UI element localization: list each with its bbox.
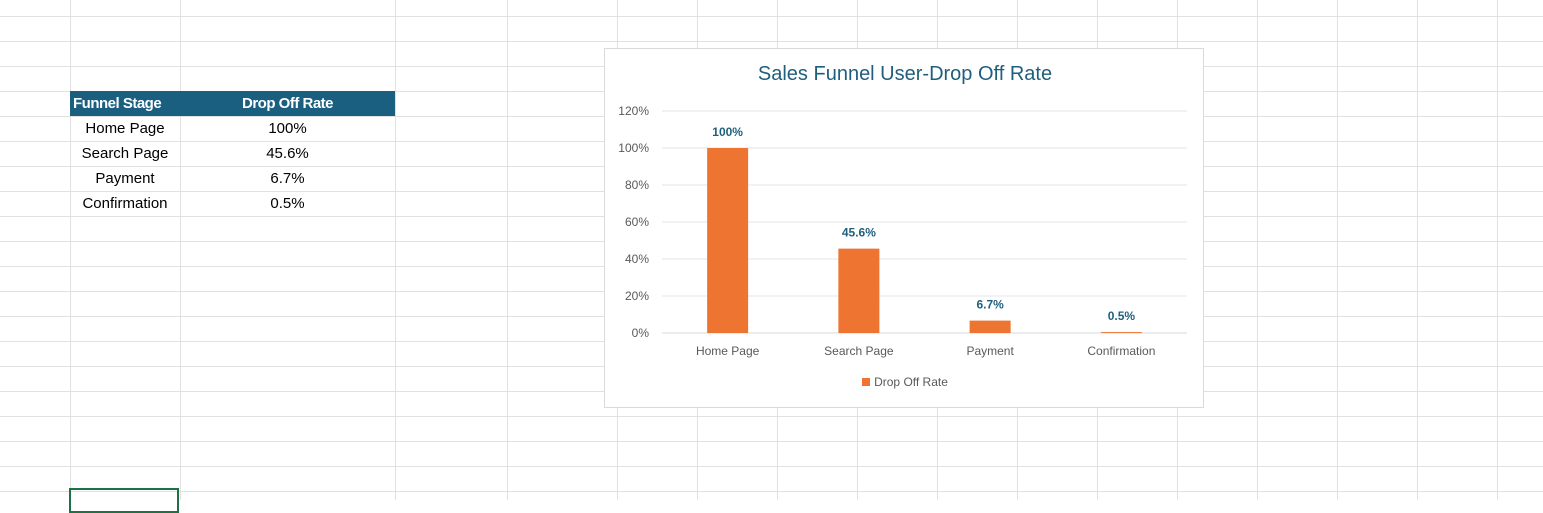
data-label: 6.7% [976,298,1004,312]
x-tick-label: Search Page [824,344,894,358]
bar-chart: 0% 20% 40% 60% 80% 100% 120% 100% Home Page 45.6%… [618,104,1187,358]
chart-container[interactable]: Sales Funnel User-Drop Off Rate 0% 20% 40%… [604,48,1204,408]
legend-label: Drop Off Rate [874,375,948,389]
legend-swatch [862,378,871,386]
y-tick-label: 100% [618,141,649,155]
cell-rate-home-page[interactable]: 100% [268,120,307,137]
bar[interactable] [707,148,749,333]
x-tick-label: Payment [966,344,1014,358]
data-label: 45.6% [842,226,876,240]
x-tick-label: Confirmation [1087,344,1155,358]
cell-stage-home-page[interactable]: Home Page [85,120,165,137]
chart-title[interactable]: Sales Funnel User-Drop Off Rate [757,63,1053,85]
selected-cell-cursor[interactable] [69,488,179,513]
header-drop-off-rate[interactable]: Drop Off Rate [180,91,395,116]
cell-rate-payment[interactable]: 6.7% [270,170,305,187]
y-tick-label: 80% [625,178,649,192]
x-tick-label: Home Page [696,344,760,358]
y-tick-label: 40% [625,252,649,266]
cell-stage-search-page[interactable]: Search Page [81,145,169,162]
cell-rate-search-page[interactable]: 45.6% [266,145,309,162]
y-tick-label: 120% [618,104,649,118]
y-tick-label: 20% [625,289,649,303]
bar[interactable] [969,320,1011,333]
data-label: 100% [712,125,743,139]
cell-stage-confirmation[interactable]: Confirmation [82,195,168,212]
y-tick-label: 0% [632,326,650,340]
bar[interactable] [838,248,880,333]
header-funnel-stage[interactable]: Funnel Stage [70,91,180,116]
cell-rate-confirmation[interactable]: 0.5% [270,195,305,212]
y-tick-label: 60% [625,215,649,229]
cell-stage-payment[interactable]: Payment [95,170,155,187]
data-label: 0.5% [1108,309,1136,323]
bar[interactable] [1100,332,1142,333]
chart-legend[interactable]: Drop Off Rate [605,375,1205,389]
